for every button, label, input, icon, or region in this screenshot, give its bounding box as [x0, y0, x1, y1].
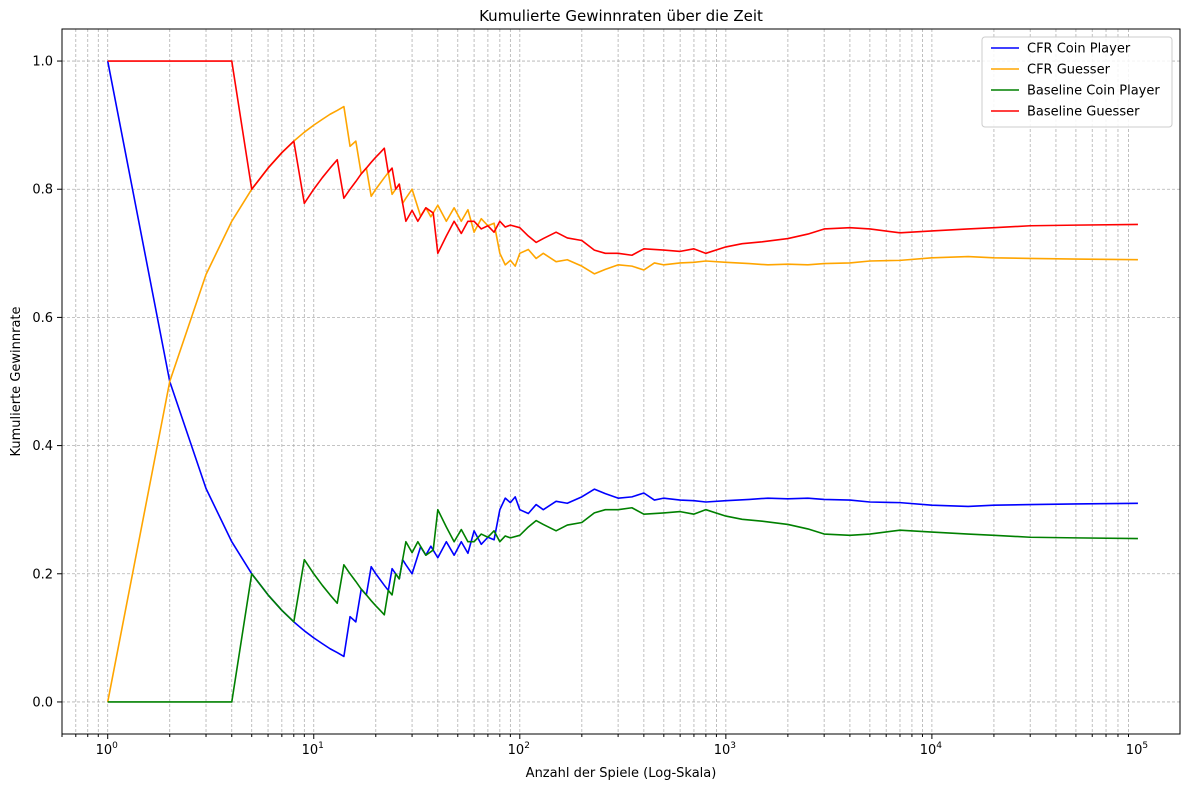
- x-tick-label: 102: [508, 741, 530, 758]
- y-tick-label: 0.4: [32, 439, 53, 454]
- x-tick-label: 105: [1126, 741, 1148, 758]
- y-axis-label: Kumulierte Gewinnrate: [9, 306, 24, 456]
- legend: CFR Coin Player CFR Guesser Baseline Coin …: [981, 36, 1173, 128]
- legend-label: Baseline Coin Player: [1027, 84, 1160, 99]
- x-tick-label: 103: [714, 741, 736, 758]
- x-tick-label: 100: [96, 741, 119, 758]
- y-tick-label: 0.6: [32, 311, 53, 326]
- series-line-baseline-coin-player: [107, 506, 1138, 703]
- legend-label: CFR Coin Player: [1027, 42, 1131, 57]
- legend-label: Baseline Guesser: [1027, 105, 1140, 120]
- series-line-baseline-guesser: [107, 60, 1138, 257]
- y-tick-label: 1.0: [32, 55, 53, 70]
- tick-layer: 0.0 0.2 0.4 0.6 0.8 1.0 100 101 102 103 104 105: [32, 55, 1148, 758]
- x-axis-label: Anzahl der Spiele (Log-Skala): [526, 766, 717, 781]
- legend-entries: CFR Coin Player CFR Guesser Baseline Coin …: [991, 42, 1160, 120]
- y-tick-label: 0.8: [32, 183, 53, 198]
- legend-label: CFR Guesser: [1027, 63, 1111, 78]
- y-tick-label: 0.2: [32, 567, 53, 582]
- chart-title: Kumulierte Gewinnraten über die Zeit: [479, 7, 763, 25]
- x-tick-label: 101: [302, 741, 324, 758]
- y-tick-label: 0.0: [32, 695, 53, 710]
- legend-box: [981, 36, 1173, 128]
- x-tick-label: 104: [920, 741, 943, 758]
- grid-layer: [61, 29, 1180, 734]
- plot-frame: [61, 28, 1181, 735]
- series-layer: [106, 60, 1138, 703]
